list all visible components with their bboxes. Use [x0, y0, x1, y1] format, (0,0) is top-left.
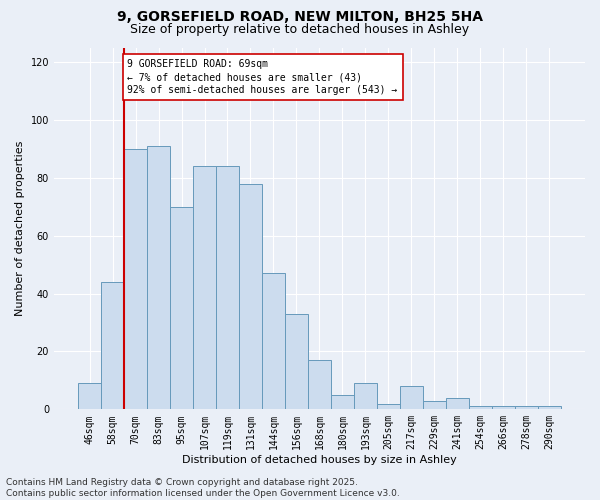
- Text: 9 GORSEFIELD ROAD: 69sqm
← 7% of detached houses are smaller (43)
92% of semi-de: 9 GORSEFIELD ROAD: 69sqm ← 7% of detache…: [127, 59, 398, 96]
- Bar: [377, 404, 400, 409]
- Bar: [446, 398, 469, 409]
- Text: Size of property relative to detached houses in Ashley: Size of property relative to detached ho…: [130, 22, 470, 36]
- Bar: [262, 274, 285, 409]
- Bar: [354, 384, 377, 409]
- Bar: [101, 282, 124, 410]
- Bar: [170, 206, 193, 410]
- X-axis label: Distribution of detached houses by size in Ashley: Distribution of detached houses by size …: [182, 455, 457, 465]
- Bar: [423, 400, 446, 409]
- Bar: [216, 166, 239, 410]
- Bar: [538, 406, 561, 410]
- Bar: [193, 166, 216, 410]
- Y-axis label: Number of detached properties: Number of detached properties: [15, 140, 25, 316]
- Bar: [469, 406, 492, 410]
- Bar: [308, 360, 331, 410]
- Bar: [492, 406, 515, 410]
- Text: 9, GORSEFIELD ROAD, NEW MILTON, BH25 5HA: 9, GORSEFIELD ROAD, NEW MILTON, BH25 5HA: [117, 10, 483, 24]
- Bar: [285, 314, 308, 410]
- Text: Contains HM Land Registry data © Crown copyright and database right 2025.
Contai: Contains HM Land Registry data © Crown c…: [6, 478, 400, 498]
- Bar: [78, 384, 101, 409]
- Bar: [147, 146, 170, 409]
- Bar: [331, 395, 354, 409]
- Bar: [515, 406, 538, 410]
- Bar: [124, 149, 147, 409]
- Bar: [239, 184, 262, 410]
- Bar: [400, 386, 423, 409]
